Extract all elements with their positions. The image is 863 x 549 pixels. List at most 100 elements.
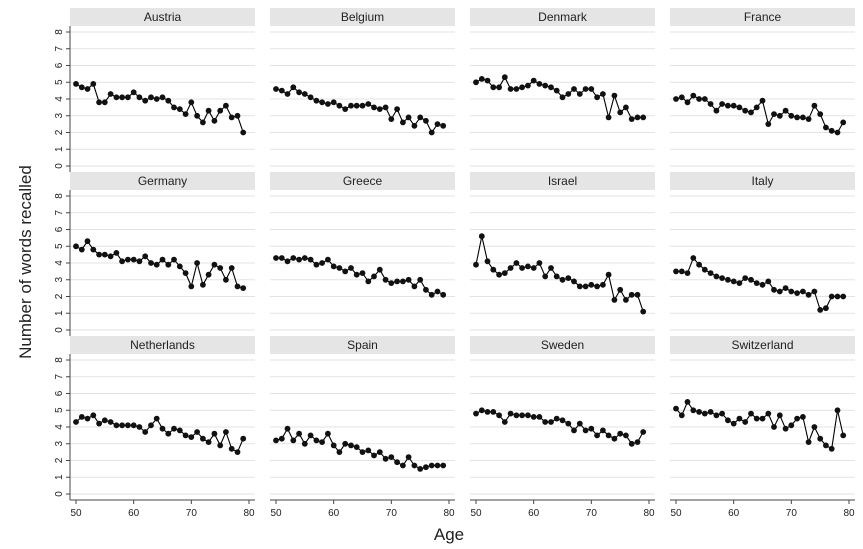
point-belgium-72 <box>400 119 406 126</box>
panel-israel: Israel <box>470 172 655 336</box>
point-belgium-65 <box>359 102 366 109</box>
x-axis-title: Age <box>434 525 464 544</box>
point-switzerland-76 <box>823 442 829 449</box>
point-germany-69 <box>182 270 189 276</box>
point-israel-68 <box>576 283 583 290</box>
point-denmark-79 <box>640 114 647 121</box>
point-belgium-53 <box>290 84 297 91</box>
x-tick-label-switzerland-3: 80 <box>843 508 855 519</box>
panel-austria: Austria 0 1 2 3 4 5 6 7 8 <box>54 8 255 172</box>
point-greece-52 <box>284 258 291 265</box>
point-switzerland-60 <box>730 420 737 427</box>
panel-sweden: Sweden 50 60 70 80 <box>470 336 655 519</box>
point-france-74 <box>811 102 818 109</box>
point-germany-77 <box>228 265 235 271</box>
y-tick-label-germany-6: 6 <box>54 226 65 232</box>
point-germany-55 <box>101 251 108 258</box>
point-italy-55 <box>701 266 708 273</box>
point-denmark-68 <box>576 91 583 97</box>
point-austria-64 <box>153 96 160 102</box>
point-sweden-52 <box>484 409 491 415</box>
point-spain-50 <box>273 437 279 444</box>
point-greece-72 <box>400 278 406 285</box>
point-italy-70 <box>788 288 795 295</box>
point-belgium-73 <box>405 114 412 121</box>
point-austria-63 <box>148 94 154 101</box>
point-sweden-57 <box>513 412 520 419</box>
point-germany-61 <box>136 258 143 265</box>
point-france-65 <box>759 97 766 104</box>
panel-netherlands: Netherlands 0 1 2 3 4 5 6 7 8 50 60 70 80 <box>54 336 255 519</box>
y-tick-label-netherlands-2: 2 <box>54 457 65 463</box>
point-germany-50 <box>73 243 79 250</box>
point-netherlands-73 <box>205 439 212 445</box>
point-greece-50 <box>273 255 279 261</box>
strip-label-netherlands: Netherlands <box>130 338 195 352</box>
point-austria-75 <box>217 107 224 114</box>
point-france-53 <box>690 92 697 99</box>
point-denmark-70 <box>588 86 595 92</box>
y-tick-label-germany-3: 3 <box>54 277 65 283</box>
point-greece-71 <box>394 278 400 285</box>
point-italy-75 <box>817 307 824 313</box>
point-netherlands-72 <box>200 435 206 442</box>
point-spain-75 <box>417 466 424 472</box>
point-italy-54 <box>696 261 702 268</box>
x-tick-label-netherlands-1: 60 <box>128 508 140 519</box>
point-spain-69 <box>382 455 389 462</box>
point-spain-67 <box>371 452 377 459</box>
y-tick-label-netherlands-4: 4 <box>54 424 65 430</box>
y-tick-label-austria-8: 8 <box>54 29 65 35</box>
point-sweden-76 <box>623 432 629 439</box>
strip-label-israel: Israel <box>548 174 577 188</box>
point-denmark-51 <box>478 76 485 82</box>
point-israel-58 <box>519 265 525 271</box>
x-tick-label-sweden-2: 70 <box>586 508 598 519</box>
point-switzerland-62 <box>742 419 749 425</box>
point-netherlands-53 <box>90 412 97 419</box>
point-greece-73 <box>405 276 412 283</box>
point-spain-52 <box>284 425 291 432</box>
point-austria-52 <box>84 86 91 92</box>
y-tick-label-austria-3: 3 <box>54 113 65 119</box>
point-denmark-69 <box>582 86 589 92</box>
point-netherlands-60 <box>130 422 137 429</box>
panel-denmark: Denmark <box>470 8 655 172</box>
strip-belgium <box>270 8 455 26</box>
x-tick-label-netherlands-3: 80 <box>243 508 255 519</box>
point-denmark-72 <box>600 91 606 97</box>
point-greece-77 <box>428 291 435 298</box>
point-greece-76 <box>423 286 429 293</box>
point-france-58 <box>719 101 725 107</box>
point-austria-70 <box>188 99 195 106</box>
x-tick-label-netherlands-0: 50 <box>70 508 82 519</box>
point-israel-61 <box>536 260 543 266</box>
point-denmark-53 <box>490 84 497 91</box>
panel-switzerland: Switzerland 50 60 70 80 <box>670 336 855 519</box>
point-sweden-64 <box>553 415 560 422</box>
point-switzerland-56 <box>707 409 714 415</box>
point-netherlands-54 <box>96 420 102 427</box>
point-greece-65 <box>359 270 366 276</box>
point-netherlands-59 <box>125 422 131 429</box>
strip-label-denmark: Denmark <box>538 10 588 24</box>
point-france-61 <box>736 104 743 111</box>
point-germany-73 <box>205 271 212 278</box>
point-austria-67 <box>171 104 177 111</box>
point-israel-77 <box>628 291 635 298</box>
point-belgium-77 <box>428 129 435 136</box>
point-spain-68 <box>376 449 383 455</box>
point-denmark-64 <box>553 87 560 94</box>
point-italy-62 <box>742 275 749 281</box>
x-tick-label-spain-0: 50 <box>270 508 282 519</box>
point-israel-53 <box>490 266 497 273</box>
point-italy-59 <box>725 276 731 283</box>
point-switzerland-64 <box>753 415 760 422</box>
point-france-68 <box>776 112 783 119</box>
point-austria-69 <box>182 111 189 117</box>
x-tick-label-switzerland-2: 70 <box>786 508 798 519</box>
point-denmark-65 <box>559 94 566 101</box>
point-spain-57 <box>313 437 320 444</box>
point-france-75 <box>817 111 824 117</box>
